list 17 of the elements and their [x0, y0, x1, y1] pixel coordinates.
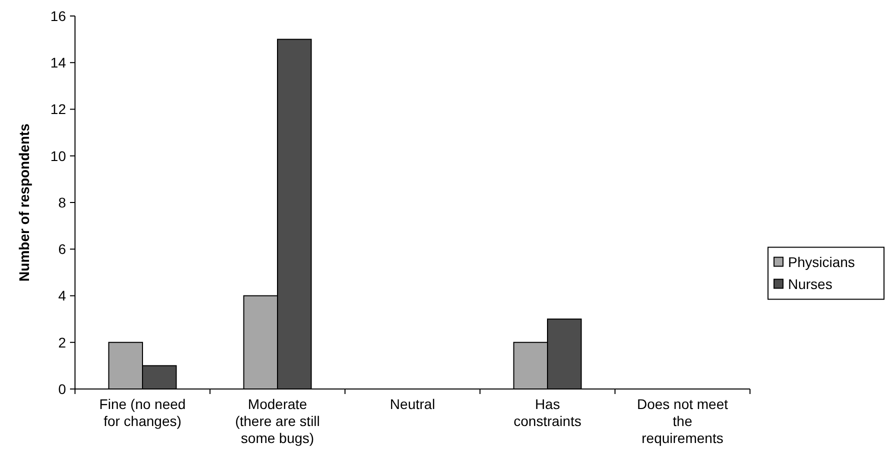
y-tick-label: 16: [50, 8, 66, 24]
y-tick-label: 4: [58, 288, 66, 304]
y-tick-label: 12: [50, 101, 66, 118]
x-tick-label: Moderate (there are still some bugs): [235, 396, 320, 446]
legend-label: Nurses: [788, 276, 832, 292]
y-tick-label: 2: [58, 334, 66, 350]
legend-label: Physicians: [788, 254, 855, 270]
y-tick-label: 10: [50, 148, 66, 164]
x-tick-label: Does not meet the requirements: [636, 396, 728, 446]
y-axis-title: Number of respondents: [16, 123, 32, 282]
x-tick-label: Neutral: [390, 396, 436, 412]
y-tick-label: 6: [58, 241, 66, 258]
y-tick-label: 0: [58, 380, 66, 397]
y-tick-label: 14: [50, 54, 66, 71]
x-tick-label: Fine (no need for changes): [99, 396, 186, 429]
y-tick-label: 8: [58, 194, 66, 210]
x-tick-label: Has constraints: [514, 396, 582, 429]
